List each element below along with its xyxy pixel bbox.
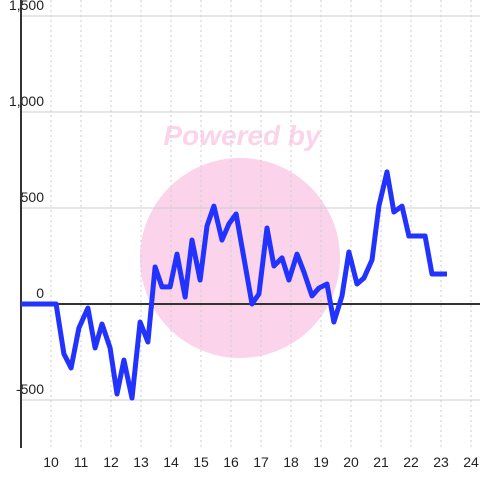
watermark-circle — [140, 158, 340, 358]
x-tick-label: 17 — [253, 454, 269, 470]
x-tick-label: 22 — [403, 454, 419, 470]
x-tick-label: 18 — [283, 454, 299, 470]
line-series — [21, 169, 447, 401]
x-tick-label: 19 — [313, 454, 329, 470]
x-tick-label: 14 — [163, 454, 179, 470]
x-tick-label: 23 — [433, 454, 449, 470]
x-tick-label: 24 — [463, 454, 479, 470]
x-tick-label: 11 — [74, 454, 89, 470]
x-tick-label: 21 — [373, 454, 389, 470]
x-tick-label: 10 — [43, 454, 59, 470]
x-tick-label: 13 — [133, 454, 149, 470]
x-tick-label: 15 — [193, 454, 209, 470]
y-tick-label: -500 — [16, 381, 44, 397]
y-tick-label: 0 — [36, 285, 44, 301]
x-tick-label: 20 — [343, 454, 359, 470]
x-tick-label: 12 — [103, 454, 119, 470]
watermark-text: Powered by — [163, 120, 322, 151]
x-tick-label: 16 — [223, 454, 239, 470]
y-tick-label: 1,000 — [9, 93, 44, 109]
y-tick-label: 1,500 — [9, 0, 44, 13]
y-tick-label: 500 — [21, 189, 45, 205]
